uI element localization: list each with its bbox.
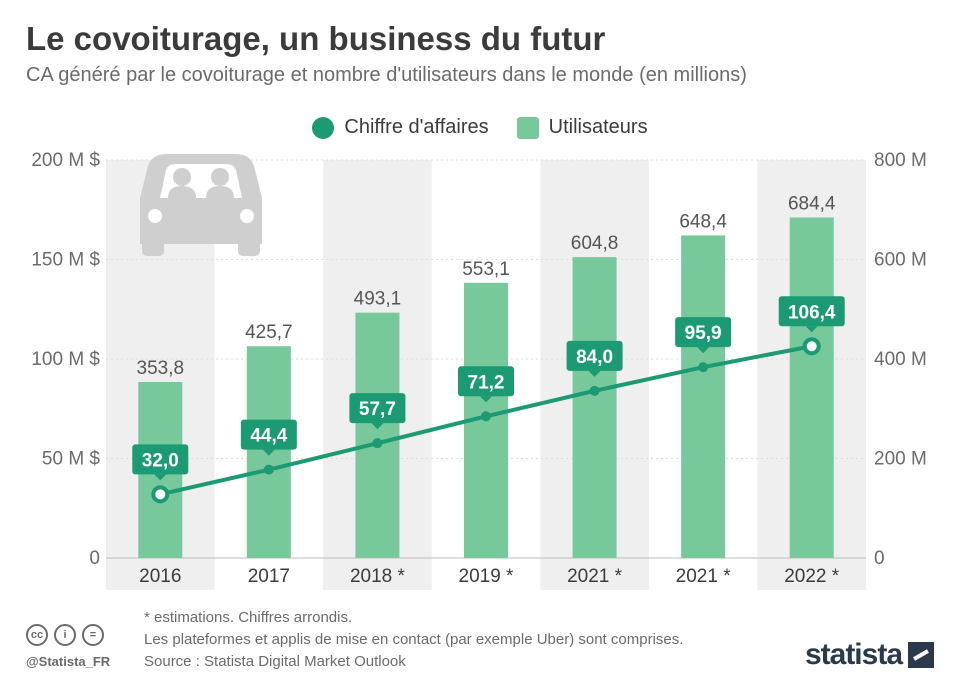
revenue-point xyxy=(802,337,821,356)
cc-icon: cc xyxy=(26,624,48,646)
x-tick-label: 2018 * xyxy=(350,566,406,587)
revenue-value-label: 84,0 xyxy=(576,347,613,368)
legend-label-users: Utilisateurs xyxy=(548,116,648,138)
revenue-value-label: 44,4 xyxy=(250,426,287,447)
footnote-estimations: * estimations. Chiffres arrondis. xyxy=(144,609,353,626)
revenue-value-label: 95,9 xyxy=(685,323,722,344)
revenue-label-box xyxy=(349,393,406,424)
footnotes: * estimations. Chiffres arrondis. Les pl… xyxy=(144,607,683,673)
legend-swatch-revenue xyxy=(312,116,335,139)
y-right-tick-label: 600 M xyxy=(874,250,927,271)
revenue-label-box xyxy=(778,296,845,327)
bar-value-label: 604,8 xyxy=(571,233,619,254)
bar-users xyxy=(681,235,726,558)
revenue-label-pointer xyxy=(588,370,601,377)
x-tick-label: 2021 * xyxy=(567,566,623,587)
bar-value-label: 648,4 xyxy=(679,211,727,232)
revenue-point xyxy=(481,411,491,422)
legend-label-revenue: Chiffre d'affaires xyxy=(344,116,489,138)
y-left-tick-label: 50 M $ xyxy=(42,449,101,470)
revenue-value-label: 57,7 xyxy=(359,399,396,420)
revenue-label-pointer xyxy=(697,347,710,354)
revenue-value-label: 71,2 xyxy=(468,372,505,393)
legend-item-users: Utilisateurs xyxy=(516,116,648,139)
footnote-source: Source : Statista Digital Market Outlook xyxy=(144,653,406,670)
x-tick-label: 2017 xyxy=(248,566,290,587)
car-with-passengers-icon xyxy=(140,154,262,256)
x-tick-label: 2016 xyxy=(139,566,181,587)
revenue-value-label: 32,0 xyxy=(142,450,179,471)
revenue-label-pointer xyxy=(262,449,275,456)
bar-value-label: 353,8 xyxy=(137,358,185,379)
revenue-label-box xyxy=(566,340,623,371)
revenue-label-box xyxy=(675,317,732,348)
revenue-point xyxy=(698,362,709,373)
y-right-tick-label: 200 M xyxy=(874,449,927,470)
legend: Chiffre d'affaires Utilisateurs xyxy=(0,116,960,139)
revenue-point xyxy=(589,385,600,396)
revenue-label-pointer xyxy=(154,474,167,481)
y-left-tick-label: 0 xyxy=(89,548,100,569)
x-tick-label: 2021 * xyxy=(676,566,732,587)
brand-name: statista xyxy=(804,638,903,671)
legend-swatch-users xyxy=(516,116,539,139)
revenue-point xyxy=(372,438,383,449)
y-left-tick-label: 100 M $ xyxy=(31,349,100,370)
bar-users xyxy=(789,217,834,559)
y-right-tick-label: 800 M xyxy=(874,150,927,171)
y-left-tick-label: 200 M $ xyxy=(31,150,100,171)
attribution-icon: i xyxy=(54,624,76,646)
footnote-platforms: Les plateformes et applis de mise en con… xyxy=(144,631,684,648)
bar-value-label: 493,1 xyxy=(354,289,402,310)
revenue-point xyxy=(151,485,170,504)
bar-value-label: 425,7 xyxy=(245,322,293,343)
statista-mark-icon xyxy=(908,642,934,668)
x-tick-label: 2022 * xyxy=(784,566,840,587)
revenue-point xyxy=(263,464,274,475)
revenue-label-box xyxy=(240,419,297,450)
revenue-label-pointer xyxy=(371,423,384,430)
x-tick-label: 2019 * xyxy=(459,566,515,587)
y-right-tick-label: 400 M xyxy=(874,349,927,370)
revenue-value-label: 106,4 xyxy=(788,302,836,323)
chart-subtitle: CA généré par le covoiturage et nombre d… xyxy=(26,64,747,86)
bar-value-label: 684,4 xyxy=(788,194,836,215)
statista-logo: statista xyxy=(805,638,934,672)
revenue-label-pointer xyxy=(480,396,492,403)
legend-item-revenue: Chiffre d'affaires xyxy=(312,116,489,139)
y-right-tick-label: 0 xyxy=(874,548,885,569)
bar-value-label: 553,1 xyxy=(462,259,510,280)
revenue-label-box xyxy=(458,366,514,397)
bar-users xyxy=(355,312,400,558)
revenue-label-box xyxy=(132,444,189,475)
revenue-label-pointer xyxy=(805,326,818,333)
social-handle: @Statista_FR xyxy=(26,654,111,669)
chart-title: Le covoiturage, un business du futur xyxy=(26,20,606,57)
license-icons: cc i = xyxy=(26,624,104,646)
bar-users xyxy=(572,257,617,558)
y-left-tick-label: 150 M $ xyxy=(31,250,100,271)
no-derivatives-icon: = xyxy=(82,624,104,646)
